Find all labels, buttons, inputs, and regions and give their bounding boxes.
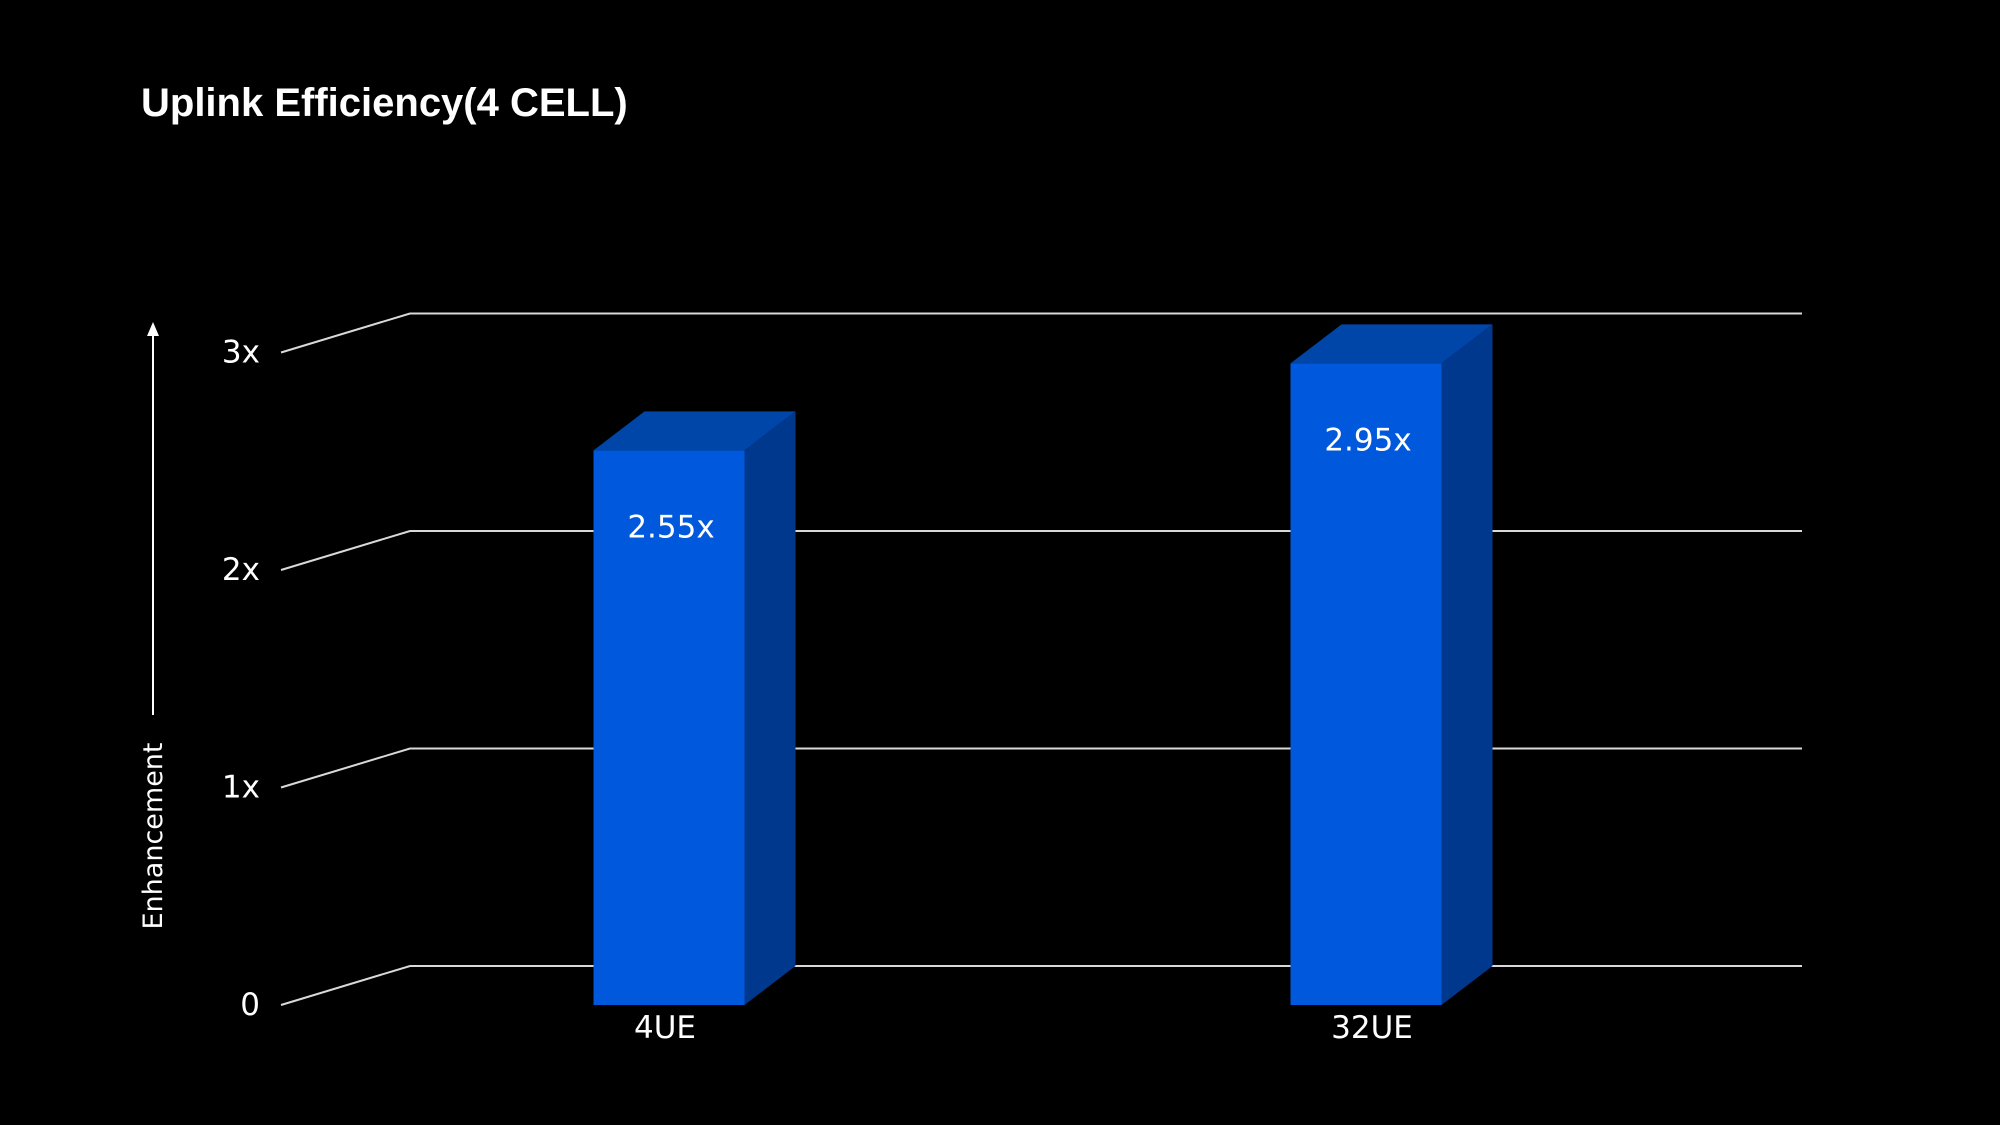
x-category-label: 4UE	[634, 1010, 696, 1046]
y-axis-arrow-head	[147, 322, 159, 336]
y-axis-ticks: 0 1x 2x 3x	[222, 335, 260, 1024]
bar-4UE: 2.55x	[593, 411, 796, 1005]
gridline	[280, 530, 1802, 571]
y-axis-label-group: Enhancement	[138, 322, 169, 930]
gridlines	[280, 312, 1802, 1006]
bar-front	[1290, 363, 1442, 1005]
bar-top	[593, 411, 796, 451]
chart-title: Uplink Efficiency(4 CELL)	[141, 81, 628, 125]
bar-32UE: 2.95x	[1290, 324, 1493, 1005]
y-axis-label: Enhancement	[138, 742, 169, 929]
bar-front	[593, 450, 745, 1005]
bar-side	[744, 411, 796, 1005]
data-label: 2.95x	[1324, 422, 1411, 458]
data-label: 2.55x	[627, 509, 714, 545]
gridline	[280, 965, 1802, 1006]
bar-top	[1290, 324, 1493, 364]
y-tick-label: 3x	[222, 335, 260, 371]
x-axis-categories: 4UE 32UE	[634, 1010, 1413, 1046]
y-tick-label: 1x	[222, 770, 260, 806]
bars: 2.55x 2.95x	[593, 324, 1493, 1005]
y-tick-label: 2x	[222, 552, 260, 588]
gridline	[280, 312, 1802, 354]
gridline	[280, 747, 1802, 789]
bar-side	[1441, 324, 1493, 1005]
y-tick-label: 0	[240, 987, 260, 1023]
x-category-label: 32UE	[1331, 1010, 1413, 1046]
